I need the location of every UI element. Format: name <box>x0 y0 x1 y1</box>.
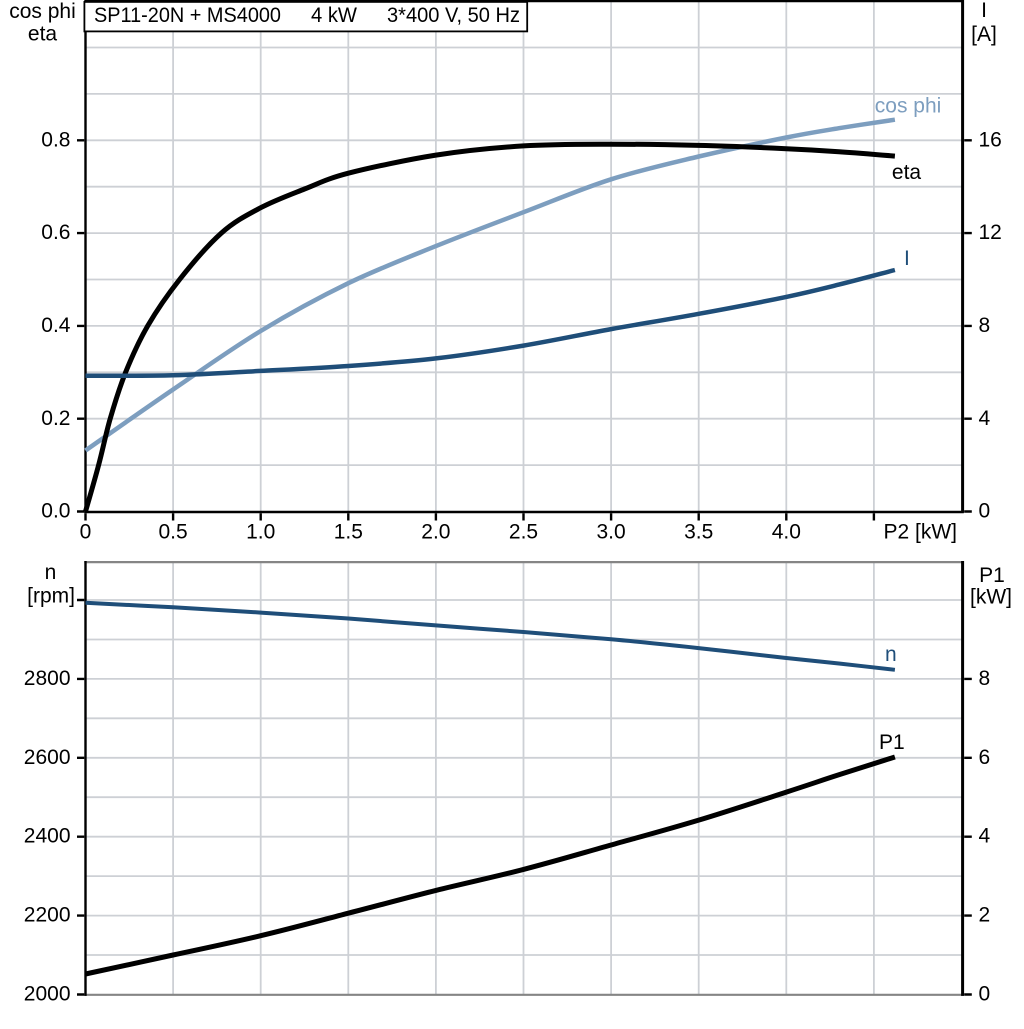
svg-text:2800: 2800 <box>24 667 71 690</box>
svg-text:0.4: 0.4 <box>41 314 71 337</box>
svg-text:n: n <box>885 643 897 666</box>
svg-text:0: 0 <box>80 521 92 544</box>
svg-text:6: 6 <box>979 746 991 769</box>
svg-text:[kW]: [kW] <box>970 586 1012 609</box>
svg-text:P1: P1 <box>879 731 905 754</box>
svg-text:4: 4 <box>979 825 991 848</box>
svg-text:[rpm]: [rpm] <box>27 585 75 608</box>
svg-text:0.6: 0.6 <box>41 221 70 244</box>
svg-text:cos phi: cos phi <box>9 0 76 23</box>
svg-text:0: 0 <box>979 983 991 1006</box>
svg-text:12: 12 <box>979 221 1002 244</box>
svg-text:2400: 2400 <box>24 825 71 848</box>
svg-text:8: 8 <box>979 314 991 337</box>
svg-text:1.5: 1.5 <box>334 521 363 544</box>
svg-text:4.0: 4.0 <box>772 521 801 544</box>
svg-text:3.0: 3.0 <box>596 521 625 544</box>
svg-text:eta: eta <box>892 161 922 184</box>
svg-text:2000: 2000 <box>24 983 71 1006</box>
svg-text:2200: 2200 <box>24 904 71 927</box>
svg-text:I: I <box>904 247 910 270</box>
svg-text:[A]: [A] <box>971 23 997 46</box>
svg-text:P1: P1 <box>979 564 1005 587</box>
svg-text:n: n <box>45 561 57 584</box>
svg-text:2: 2 <box>979 904 991 927</box>
svg-text:eta: eta <box>28 23 58 46</box>
svg-text:1.0: 1.0 <box>246 521 275 544</box>
svg-text:0.5: 0.5 <box>158 521 187 544</box>
svg-text:2.0: 2.0 <box>421 521 450 544</box>
svg-text:8: 8 <box>979 667 991 690</box>
svg-text:cos phi: cos phi <box>875 95 942 118</box>
svg-text:0: 0 <box>979 500 991 523</box>
svg-text:I: I <box>981 0 987 22</box>
svg-text:P2 [kW]: P2 [kW] <box>883 521 957 544</box>
svg-text:0.8: 0.8 <box>41 128 70 151</box>
svg-text:2.5: 2.5 <box>509 521 538 544</box>
svg-text:4: 4 <box>979 407 991 430</box>
svg-text:0.0: 0.0 <box>41 500 70 523</box>
svg-text:3.5: 3.5 <box>684 521 713 544</box>
svg-text:0.2: 0.2 <box>41 407 70 430</box>
svg-text:2600: 2600 <box>24 746 71 769</box>
svg-text:16: 16 <box>979 128 1002 151</box>
